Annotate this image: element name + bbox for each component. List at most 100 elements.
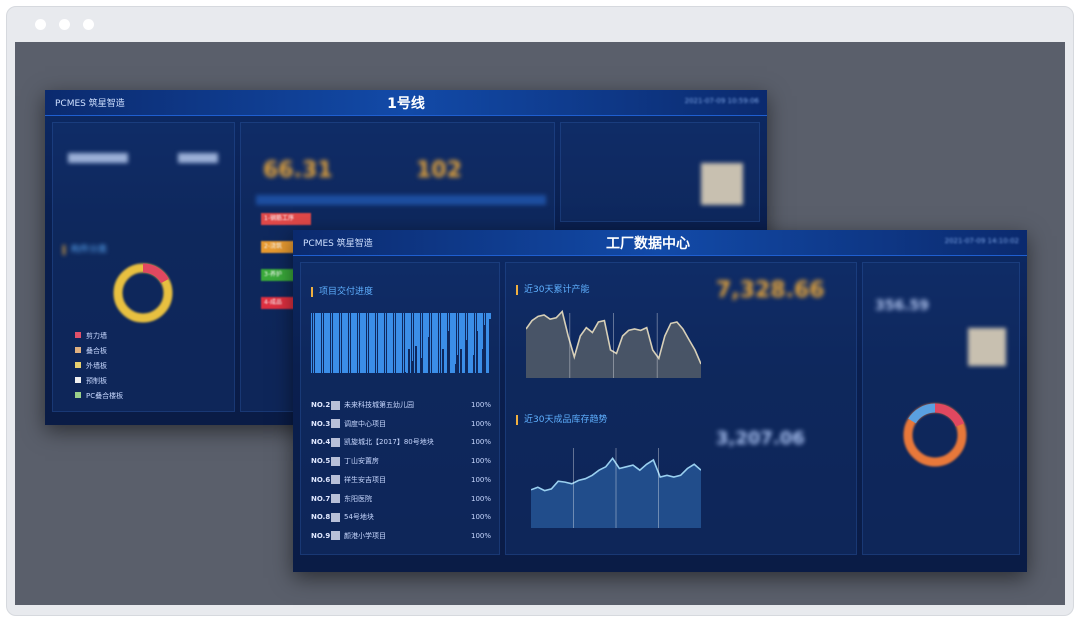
delivery-bar [372, 313, 374, 373]
delivery-bar [323, 313, 326, 373]
project-row[interactable]: NO.5 丁山安置房 100% [311, 455, 491, 467]
delivery-bar [312, 313, 315, 373]
right-panel: 356.59 [862, 262, 1020, 555]
delivery-bar [471, 313, 473, 373]
delivery-bar [320, 313, 322, 373]
project-name: 54号地块 [344, 513, 374, 522]
delivery-bar [413, 313, 416, 373]
delivery-bar [453, 313, 455, 373]
delivery-bar [455, 313, 457, 364]
project-thumbnail-icon [331, 475, 340, 485]
delivery-bar [489, 313, 491, 319]
delivery-bar [341, 313, 344, 373]
delivery-bar [465, 313, 468, 340]
project-progress: 100% [470, 531, 491, 540]
delivery-bar [343, 313, 345, 373]
delivery-bar [329, 313, 331, 373]
delivery-bar [311, 313, 313, 373]
delivery-bar [440, 313, 443, 373]
project-progress: 100% [470, 475, 491, 484]
delivery-bar [487, 313, 489, 373]
delivery-bar [426, 313, 428, 373]
project-progress: 100% [470, 419, 491, 428]
legend-swatch [75, 392, 81, 398]
series-line [526, 309, 701, 365]
delivery-bar [431, 313, 434, 373]
legend-item: 预制板 [75, 376, 107, 386]
legend-label: 剪力墙 [86, 332, 107, 340]
delivery-bar [446, 313, 448, 373]
project-name: 丁山安置房 [344, 457, 379, 466]
delivery-bar [406, 313, 408, 373]
delivery-bar [361, 313, 363, 373]
project-row[interactable]: NO.8 54号地块 100% [311, 511, 491, 523]
delivery-bar [404, 313, 407, 372]
legend-swatch [75, 362, 81, 368]
delivery-bar [365, 313, 367, 373]
delivery-bar [383, 313, 385, 373]
capacity-line-chart [526, 309, 701, 378]
delivery-bar [474, 313, 477, 373]
panel-title: 项目交付进度 [311, 287, 373, 297]
middle-panel: 近30天累计产能 7,328.66 近30天成品库存趋势 3,207.06 [505, 262, 857, 555]
project-row[interactable]: NO.9 颜港小学项目 100% [311, 530, 491, 542]
window-dot-icon[interactable] [83, 19, 94, 30]
area-fill [531, 458, 701, 528]
delivery-bar [480, 313, 482, 373]
delivery-bar [356, 313, 358, 373]
project-thumbnail-icon [331, 494, 340, 503]
window-dot-icon[interactable] [35, 19, 46, 30]
delivery-bar [476, 313, 479, 331]
delivery-bar [316, 313, 318, 373]
delivery-bar [314, 313, 317, 373]
delivery-bar [381, 313, 383, 373]
delivery-bar [420, 313, 423, 358]
delivery-bar [318, 313, 320, 373]
project-row[interactable]: NO.4 凯旋城北【2017】80号地块 100% [311, 436, 491, 448]
delivery-bar [366, 313, 369, 373]
brand: PCMES 筑星智造 [55, 99, 125, 109]
delivery-bar [386, 313, 389, 373]
delivery-bar [399, 313, 401, 373]
delivery-bar [395, 313, 398, 373]
delivery-bar [437, 313, 439, 373]
delivery-bar [485, 313, 488, 373]
project-name: 颜港小学项目 [344, 531, 386, 540]
delivery-bar [422, 313, 425, 373]
delivery-bar [419, 313, 421, 373]
legend-label: PC叠合楼板 [86, 392, 124, 400]
metric-value: 102 [416, 158, 462, 183]
project-row[interactable]: NO.2 未来科技城第五幼儿园 100% [311, 399, 491, 411]
project-progress: 100% [470, 438, 491, 447]
delivery-bar [368, 313, 371, 373]
series-line [531, 456, 701, 492]
legend-item: 剪力墙 [75, 331, 107, 341]
project-row[interactable]: NO.3 调度中心项目 100% [311, 418, 491, 430]
donut-chart [113, 263, 173, 323]
delivery-bar [417, 313, 419, 373]
rank: NO.7 [311, 494, 331, 503]
delivery-bar [357, 313, 360, 373]
delivery-bar [464, 313, 466, 373]
legend-label: 外墙板 [86, 362, 107, 370]
project-row[interactable]: NO.6 祥生安吉项目 100% [311, 474, 491, 486]
delivery-bar [363, 313, 365, 373]
delivery-bar [451, 313, 453, 373]
delivery-bar [411, 313, 414, 361]
metric-value: 66.31 [263, 158, 333, 183]
capacity-total: 7,328.66 [716, 278, 825, 303]
delivery-bar [433, 313, 435, 373]
delivery-bar [469, 313, 471, 373]
delivery-bar [347, 313, 349, 373]
delivery-bar [458, 313, 461, 373]
project-row[interactable]: NO.7 东阳医院 100% [311, 493, 491, 505]
delivery-bar [327, 313, 329, 373]
panel-title: 构件分类 [63, 245, 107, 255]
delivery-bar [390, 313, 392, 373]
project-thumbnail-icon [331, 531, 340, 541]
window-dot-icon[interactable] [59, 19, 70, 30]
donut-chart [903, 403, 967, 467]
delivery-bar [410, 313, 412, 373]
delivery-bar [473, 313, 475, 355]
delivery-bar [370, 313, 372, 373]
